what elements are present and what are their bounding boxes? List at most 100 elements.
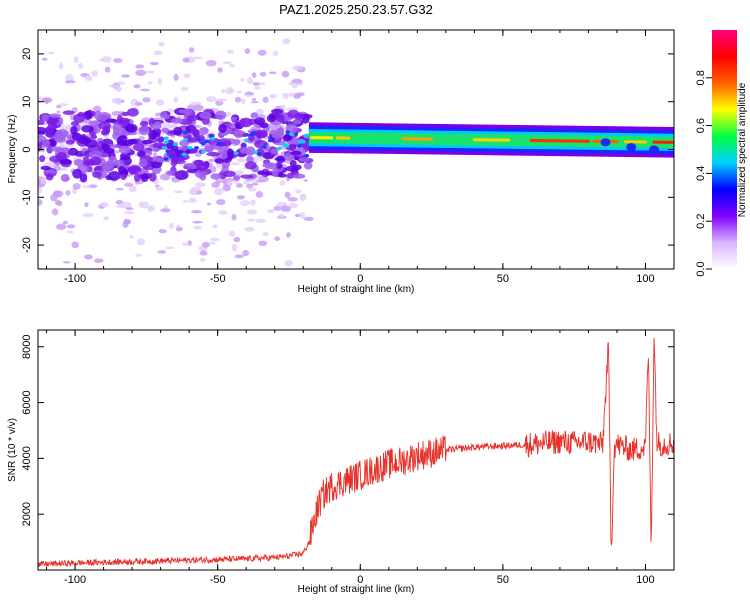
y-tick-label: 8000 — [21, 335, 33, 359]
signal-blob — [94, 110, 102, 121]
noise-blob — [133, 84, 141, 89]
noise-blob — [242, 249, 250, 257]
signal-blob — [285, 130, 291, 134]
noise-blob — [180, 86, 189, 91]
noise-blob — [56, 110, 61, 114]
signal-blob — [71, 132, 82, 141]
noise-blob — [225, 87, 234, 95]
noise-blob — [234, 96, 242, 103]
noise-blob — [193, 225, 203, 230]
noise-blob — [219, 178, 228, 184]
noise-blob — [173, 96, 179, 103]
noise-blob — [240, 98, 246, 104]
snr-ylabel: SNR (10 * v/v) — [7, 418, 18, 482]
signal-blob — [132, 143, 145, 152]
signal-blob — [270, 108, 284, 114]
noise-blob — [199, 250, 208, 256]
spectrogram-ylabel: Frequency (Hz) — [7, 115, 18, 184]
y-tick-label: 2000 — [21, 502, 33, 526]
signal-blob — [83, 110, 92, 120]
noise-blob — [62, 220, 69, 225]
signal-blob — [276, 146, 282, 151]
noise-blob — [54, 199, 61, 206]
noise-blob — [286, 232, 291, 238]
noise-blob — [73, 56, 79, 64]
noise-blob — [99, 202, 109, 207]
signal-blob — [289, 160, 297, 168]
noise-blob — [84, 202, 89, 208]
noise-blob — [93, 258, 104, 263]
noise-blob — [205, 59, 217, 67]
noise-blob — [260, 82, 266, 86]
signal-blob — [270, 148, 278, 155]
noise-blob — [103, 216, 110, 221]
ridge-spot — [649, 145, 660, 154]
signal-blob — [133, 173, 141, 182]
y-tick-label: 6000 — [21, 390, 33, 414]
signal-blob — [60, 173, 70, 182]
noise-blob — [168, 222, 174, 230]
signal-blob — [187, 114, 199, 122]
noise-blob — [291, 82, 298, 89]
signal-blob — [234, 121, 242, 129]
noise-blob — [212, 224, 218, 228]
signal-blob — [292, 119, 302, 125]
signal-blob — [230, 116, 237, 122]
signal-blob — [297, 139, 303, 144]
noise-blob — [279, 180, 286, 186]
noise-blob — [303, 216, 314, 222]
noise-blob — [206, 96, 217, 103]
signal-blob — [251, 131, 257, 136]
signal-blob — [73, 159, 84, 167]
signal-blob — [239, 147, 248, 152]
noise-blob — [300, 194, 307, 197]
noise-blob — [246, 77, 253, 85]
noise-blob — [288, 202, 298, 209]
signal-blob — [117, 140, 128, 146]
noise-blob — [287, 197, 298, 202]
signal-blob — [293, 112, 305, 120]
signal-blob — [105, 118, 117, 123]
signal-blob — [54, 129, 69, 139]
noise-blob — [282, 38, 291, 45]
x-tick-label: 50 — [497, 574, 509, 586]
noise-blob — [144, 70, 155, 74]
noise-blob — [111, 111, 122, 116]
noise-blob — [284, 260, 293, 267]
noise-blob — [192, 220, 203, 224]
signal-blob — [193, 145, 199, 150]
signal-blob — [157, 136, 165, 143]
y-tick-label: -10 — [21, 189, 33, 205]
noise-blob — [137, 238, 146, 246]
noise-blob — [269, 93, 278, 99]
noise-blob — [208, 158, 216, 163]
signal-blob — [182, 130, 188, 135]
noise-blob — [101, 56, 112, 63]
colorbar-tick-label: 0.8 — [695, 70, 707, 85]
noise-blob — [272, 50, 279, 57]
signal-blob — [199, 111, 212, 120]
snr-frame — [37, 329, 675, 571]
snr-series-line — [38, 337, 674, 568]
noise-blob — [38, 187, 43, 194]
signal-blob — [141, 139, 153, 145]
noise-blob — [234, 254, 244, 259]
signal-blob — [101, 164, 111, 174]
signal-blob — [304, 153, 310, 158]
signal-blob — [198, 126, 209, 136]
signal-blob — [165, 149, 171, 154]
signal-blob — [271, 168, 279, 177]
signal-blob — [159, 111, 168, 119]
signal-blob — [179, 139, 190, 147]
noise-blob — [135, 69, 147, 77]
noise-blob — [256, 108, 264, 115]
x-tick-label: -100 — [64, 273, 86, 285]
colorbar-ticks: 0.0 0.2 0.4 0.6 0.8 — [695, 70, 712, 277]
noise-blob — [236, 195, 246, 200]
noise-blob — [299, 212, 305, 219]
noise-blob — [38, 96, 44, 103]
noise-blob — [255, 218, 266, 223]
signal-blob — [187, 145, 193, 150]
signal-blob — [118, 135, 128, 141]
noise-blob — [47, 51, 55, 55]
